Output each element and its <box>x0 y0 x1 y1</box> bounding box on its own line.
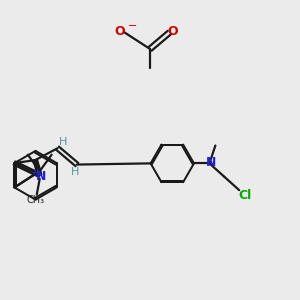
Text: H: H <box>59 137 67 147</box>
Text: O: O <box>114 25 125 38</box>
Text: N: N <box>36 170 46 183</box>
Text: +: + <box>30 168 38 178</box>
Text: Cl: Cl <box>238 189 252 202</box>
Text: O: O <box>168 25 178 38</box>
Text: CH₃: CH₃ <box>26 195 44 205</box>
Text: H: H <box>71 167 80 177</box>
Text: N: N <box>206 156 216 169</box>
Text: −: − <box>128 21 137 31</box>
